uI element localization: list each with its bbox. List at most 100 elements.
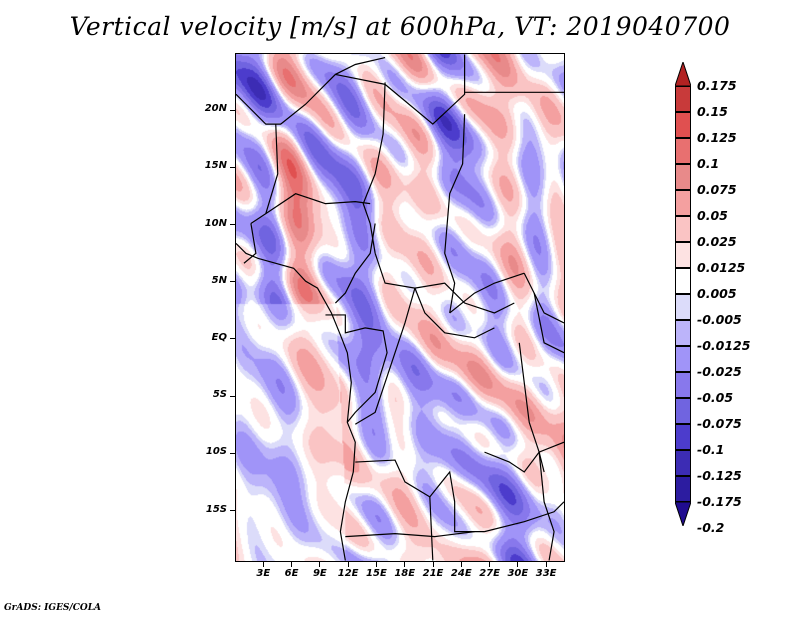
lon-tick bbox=[262, 562, 264, 567]
border-tanzania-kenya bbox=[533, 292, 564, 354]
colorbar-bin bbox=[675, 138, 691, 164]
colorbar-bin bbox=[675, 346, 691, 372]
lat-tick-label: 10N bbox=[204, 217, 227, 229]
colorbar-bin bbox=[675, 424, 691, 450]
lon-tick-label: 3E bbox=[256, 568, 271, 579]
border-sudan-south-sudan bbox=[449, 272, 525, 314]
colorbar-bin bbox=[675, 190, 691, 216]
border-chad-sudan bbox=[444, 114, 466, 314]
border-mali-niger bbox=[250, 124, 279, 225]
lon-tick bbox=[319, 562, 321, 567]
border-south-sudan-drc bbox=[414, 287, 495, 339]
border-nigeria-cameroon bbox=[334, 223, 376, 304]
colorbar-bin bbox=[675, 86, 691, 112]
lon-tick-label: 30E bbox=[507, 568, 529, 579]
lat-tick bbox=[230, 510, 235, 512]
lat-tick-label: 15S bbox=[205, 503, 227, 515]
lon-tick-label: 21E bbox=[422, 568, 444, 579]
lon-tick bbox=[545, 562, 547, 567]
colorbar-label: 0.0125 bbox=[697, 260, 746, 275]
lat-tick bbox=[230, 109, 235, 111]
colorbar-label: 0.125 bbox=[697, 130, 737, 145]
colorbar-bin bbox=[675, 294, 691, 320]
vertical-velocity-field bbox=[236, 54, 564, 561]
colorbar-label: -0.05 bbox=[697, 390, 734, 405]
lat-tick bbox=[230, 395, 235, 397]
grads-credit: GrADS: IGES/COLA bbox=[4, 603, 102, 613]
colorbar-bin bbox=[675, 320, 691, 346]
lat-tick-label: 5S bbox=[212, 389, 227, 401]
colorbar-label: 0.1 bbox=[697, 156, 720, 171]
border-angola-zambia bbox=[429, 496, 434, 561]
lat-tick-label: EQ bbox=[211, 331, 227, 343]
lon-tick-label: 27E bbox=[479, 568, 500, 579]
lon-tick bbox=[291, 562, 293, 567]
lon-tick bbox=[404, 562, 406, 567]
colorbar-bin bbox=[675, 242, 691, 268]
border-benin bbox=[243, 223, 257, 264]
border-niger-libya-chad bbox=[335, 54, 466, 125]
border-congo-gabon bbox=[325, 314, 388, 423]
plot-title: Vertical velocity [m/s] at 600hPa, VT: 2… bbox=[69, 12, 731, 41]
lat-tick bbox=[230, 224, 235, 226]
colorbar-label: 0.175 bbox=[697, 78, 737, 93]
lat-tick bbox=[230, 452, 235, 454]
lon-tick-label: 9E bbox=[312, 568, 327, 579]
colorbar-label: -0.2 bbox=[697, 520, 725, 535]
border-malawi bbox=[538, 452, 555, 561]
colorbar-bin bbox=[675, 164, 691, 190]
colorbar-label: 0.05 bbox=[697, 208, 728, 223]
lon-tick bbox=[375, 562, 377, 567]
colorbar-bin bbox=[675, 372, 691, 398]
border-cameroon-car bbox=[374, 253, 515, 314]
lon-tick bbox=[517, 562, 519, 567]
lon-tick-label: 12E bbox=[337, 568, 359, 579]
lon-tick bbox=[432, 562, 434, 567]
colorbar-label: -0.175 bbox=[697, 494, 742, 509]
colorbar-bottom-arrow-icon bbox=[675, 502, 691, 526]
lon-tick bbox=[489, 562, 491, 567]
lat-tick-label: 5N bbox=[211, 274, 227, 286]
colorbar-bin bbox=[675, 450, 691, 476]
lat-tick-label: 15N bbox=[204, 160, 227, 172]
border-algeria-niger bbox=[236, 56, 386, 125]
lon-tick-label: 18E bbox=[394, 568, 416, 579]
lon-tick-label: 15E bbox=[366, 568, 387, 579]
border-niger-chad bbox=[362, 82, 386, 254]
country-borders bbox=[236, 54, 564, 561]
lon-tick-label: 6E bbox=[284, 568, 299, 579]
colorbar-bin bbox=[675, 268, 691, 294]
border-drc-angola bbox=[355, 459, 485, 533]
colorbar-label: -0.1 bbox=[697, 442, 725, 457]
lat-tick-label: 10S bbox=[205, 446, 227, 458]
colorbar-bin bbox=[675, 476, 691, 502]
colorbar-label: -0.025 bbox=[697, 364, 742, 379]
border-lake-tanganyika bbox=[518, 342, 545, 473]
lat-tick bbox=[230, 166, 235, 168]
colorbar-bin bbox=[675, 398, 691, 424]
border-zambia-tanzania bbox=[484, 441, 564, 473]
colorbar-label: 0.025 bbox=[697, 234, 737, 249]
lon-tick-label: 24E bbox=[450, 568, 472, 579]
lat-tick bbox=[230, 281, 235, 283]
colorbar-label: -0.125 bbox=[697, 468, 742, 483]
border-angola-namibia bbox=[345, 531, 475, 538]
border-congo-drc bbox=[354, 287, 416, 425]
colorbar-top-arrow-icon bbox=[675, 62, 691, 86]
colorbar-bin bbox=[675, 216, 691, 242]
colorbar-label: 0.15 bbox=[697, 104, 728, 119]
map-plot-area bbox=[235, 53, 565, 562]
colorbar-label: -0.0125 bbox=[697, 338, 751, 353]
colorbar-label: -0.005 bbox=[697, 312, 742, 327]
colorbar-bin bbox=[675, 112, 691, 138]
lon-tick bbox=[460, 562, 462, 567]
border-niger-nigeria bbox=[265, 193, 371, 215]
border-zambia-mozambique bbox=[484, 501, 564, 533]
lon-tick bbox=[347, 562, 349, 567]
lat-tick-label: 20N bbox=[204, 103, 227, 115]
coastline bbox=[236, 242, 356, 561]
border-east-africa bbox=[523, 272, 564, 324]
colorbar-label: -0.075 bbox=[697, 416, 742, 431]
colorbar-label: 0.005 bbox=[697, 286, 737, 301]
lon-tick-label: 33E bbox=[535, 568, 557, 579]
